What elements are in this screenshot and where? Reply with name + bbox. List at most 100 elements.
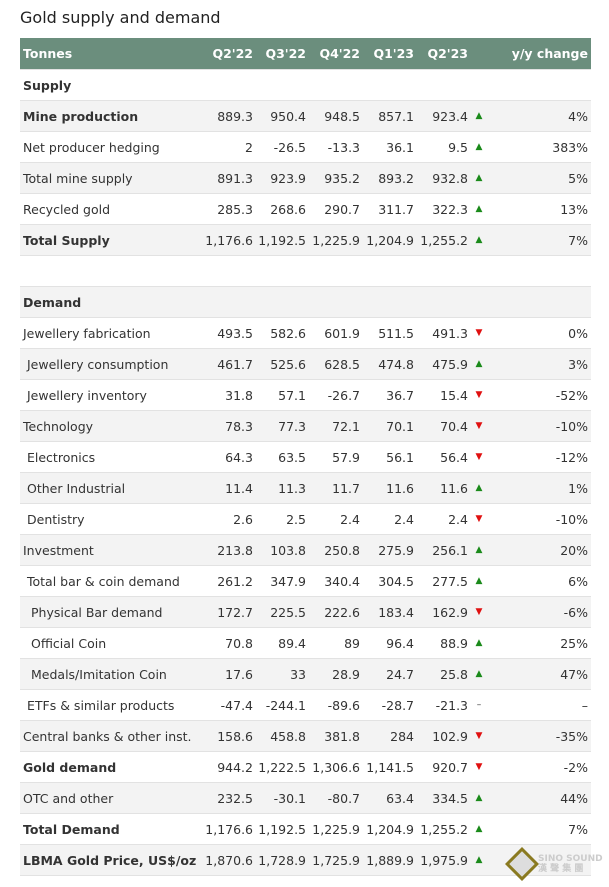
cell-value: 493.5 xyxy=(201,317,253,349)
col-header: Q1'23 xyxy=(360,38,414,70)
cell-value: 1,176.6 xyxy=(201,224,253,256)
yoy-change: 20% xyxy=(490,534,591,566)
cell-value: 474.8 xyxy=(360,348,414,380)
cell-value: 256.1 xyxy=(414,534,468,566)
cell-value: 88.9 xyxy=(414,627,468,659)
cell-value: 15.4 xyxy=(414,379,468,411)
cell-value: 162.9 xyxy=(414,596,468,628)
table-row: Net producer hedging 2 -26.5 -13.3 36.1 9.5 ▲ 3… xyxy=(20,131,591,163)
row-label: Total mine supply xyxy=(20,162,201,194)
cell-value: 2.4 xyxy=(414,503,468,535)
trend-down-icon: ▼ xyxy=(468,441,490,473)
trend-none-icon: – xyxy=(468,689,490,721)
cell-value: 96.4 xyxy=(360,627,414,659)
cell-value: 525.6 xyxy=(253,348,306,380)
cell-value: 1,870.6 xyxy=(201,844,253,876)
table-row: OTC and other 232.5 -30.1 -80.7 63.4 334.5 ▲ 44… xyxy=(20,782,591,814)
row-label: Mine production xyxy=(20,100,201,132)
cell-value: -26.7 xyxy=(306,379,360,411)
cell-value: 36.1 xyxy=(360,131,414,163)
cell-value: 891.3 xyxy=(201,162,253,194)
cell-value: 56.1 xyxy=(360,441,414,473)
row-label: Dentistry xyxy=(20,503,201,535)
yoy-change: -2% xyxy=(490,751,591,783)
table-row: ETFs & similar products -47.4 -244.1 -89.6-… xyxy=(20,689,591,721)
table-row: Total Demand 1,176.6 1,192.5 1,225.9 1,204.9… xyxy=(20,813,591,845)
row-label: Jewellery fabrication xyxy=(20,317,201,349)
table-row: Physical Bar demand 172.7 225.5 222.6 183.4 1… xyxy=(20,596,591,628)
cell-value: 582.6 xyxy=(253,317,306,349)
cell-value: 458.8 xyxy=(253,720,306,752)
trend-up-icon: ▲ xyxy=(468,844,490,876)
cell-value: 491.3 xyxy=(414,317,468,349)
trend-up-icon: ▲ xyxy=(468,100,490,132)
cell-value: 1,222.5 xyxy=(253,751,306,783)
cell-value: 857.1 xyxy=(360,100,414,132)
cell-value: 601.9 xyxy=(306,317,360,349)
cell-value: 322.3 xyxy=(414,193,468,225)
watermark-line1: SINO SOUND xyxy=(538,854,603,864)
cell-value: 461.7 xyxy=(201,348,253,380)
cell-value: 475.9 xyxy=(414,348,468,380)
cell-value: 89.4 xyxy=(253,627,306,659)
cell-value: 89 xyxy=(306,627,360,659)
cell-value: 9.5 xyxy=(414,131,468,163)
row-label: Official Coin xyxy=(20,627,201,659)
yoy-change xyxy=(490,844,591,876)
cell-value: 77.3 xyxy=(253,410,306,442)
cell-value: 290.7 xyxy=(306,193,360,225)
trend-up-icon: ▲ xyxy=(468,565,490,597)
supply-demand-table: Tonnes Q2'22 Q3'22 Q4'22 Q1'23 Q2'23 y/y… xyxy=(20,38,591,876)
table-row: Technology 78.3 77.3 72.1 70.1 70.4 ▼ -10% xyxy=(20,410,591,442)
cell-value: -89.6 xyxy=(306,689,360,721)
cell-value: 70.1 xyxy=(360,410,414,442)
cell-value: 2.5 xyxy=(253,503,306,535)
cell-value: 63.5 xyxy=(253,441,306,473)
cell-value: 1,192.5 xyxy=(253,813,306,845)
row-label: Technology xyxy=(20,410,201,442)
cell-value: 78.3 xyxy=(201,410,253,442)
yoy-change: -6% xyxy=(490,596,591,628)
cell-value: 334.5 xyxy=(414,782,468,814)
cell-value: 1,255.2 xyxy=(414,813,468,845)
cell-value: -21.3 xyxy=(414,689,468,721)
trend-up-icon: ▲ xyxy=(468,162,490,194)
cell-value: 24.7 xyxy=(360,658,414,690)
cell-value: 628.5 xyxy=(306,348,360,380)
cell-value: 31.8 xyxy=(201,379,253,411)
table-row: Gold demand 944.2 1,222.5 1,306.6 1,141.5 920… xyxy=(20,751,591,783)
yoy-change: 7% xyxy=(490,813,591,845)
yoy-change: 13% xyxy=(490,193,591,225)
yoy-change: -12% xyxy=(490,441,591,473)
watermark-line2: 漢 聲 集 團 xyxy=(538,864,584,874)
trend-down-icon: ▼ xyxy=(468,379,490,411)
row-label: Demand xyxy=(20,286,201,318)
cell-value: 11.6 xyxy=(414,472,468,504)
cell-value: 948.5 xyxy=(306,100,360,132)
cell-value: 2.6 xyxy=(201,503,253,535)
cell-value: 2 xyxy=(201,131,253,163)
yoy-change: 3% xyxy=(490,348,591,380)
cell-value: 1,204.9 xyxy=(360,813,414,845)
table-row: Total mine supply 891.3 923.9 935.2 893.2 932… xyxy=(20,162,591,194)
col-header: Q2'23 xyxy=(414,38,468,70)
cell-value: 102.9 xyxy=(414,720,468,752)
cell-value: 33 xyxy=(253,658,306,690)
row-label: Central banks & other inst. xyxy=(20,720,201,752)
table-row: Investment 213.8 103.8 250.8 275.9 256.1 ▲ 20% xyxy=(20,534,591,566)
cell-value: 232.5 xyxy=(201,782,253,814)
row-label: Other Industrial xyxy=(20,472,201,504)
table-row: Recycled gold 285.3 268.6 290.7 311.7 322.3 ▲ 1… xyxy=(20,193,591,225)
yoy-change: – xyxy=(490,689,591,721)
cell-value: 1,889.9 xyxy=(360,844,414,876)
spacer-row xyxy=(20,255,591,287)
row-label: Total bar & coin demand xyxy=(20,565,201,597)
row-label: LBMA Gold Price, US$/oz xyxy=(20,844,201,876)
cell-value: 11.3 xyxy=(253,472,306,504)
cell-value: 250.8 xyxy=(306,534,360,566)
yoy-change: -10% xyxy=(490,410,591,442)
cell-value: 11.6 xyxy=(360,472,414,504)
yoy-change: 5% xyxy=(490,162,591,194)
yoy-change: -10% xyxy=(490,503,591,535)
watermark-logo: SINO SOUND 漢 聲 集 團 xyxy=(505,847,603,881)
